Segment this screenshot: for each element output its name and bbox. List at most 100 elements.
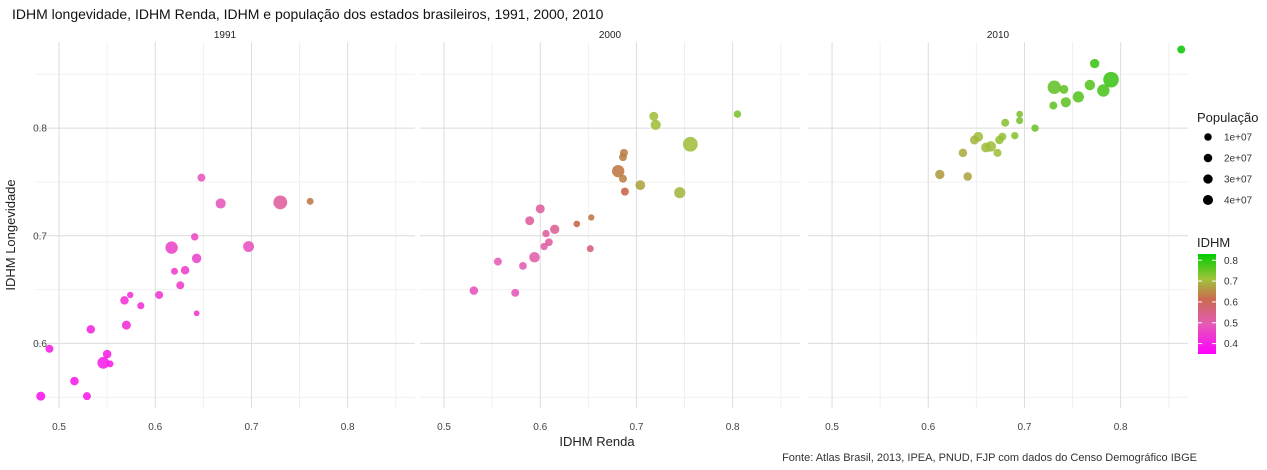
data-point xyxy=(106,360,114,368)
data-point xyxy=(649,111,659,121)
data-point xyxy=(306,197,314,205)
data-point xyxy=(542,229,550,238)
data-point xyxy=(215,198,226,209)
legend: População 1e+07 2e+07 3e+07 4e+07 IDHM 0.8 0.7 0… xyxy=(1197,110,1258,354)
data-point xyxy=(36,391,46,401)
y-axis-label: IDHM Longevidade xyxy=(3,179,18,290)
color-legend-bar xyxy=(1198,254,1216,354)
data-point xyxy=(1001,118,1010,127)
data-point xyxy=(155,290,164,299)
color-legend-title: IDHM xyxy=(1197,235,1230,250)
data-point xyxy=(1011,131,1019,140)
data-point xyxy=(963,172,972,181)
data-point xyxy=(1097,84,1110,97)
x-tick-label: 0.8 xyxy=(726,422,740,433)
data-point xyxy=(1060,97,1071,108)
data-point xyxy=(540,242,548,251)
chart-title: IDHM longevidade, IDHM Renda, IDHM e pop… xyxy=(12,6,604,22)
x-axis-label: IDHM Renda xyxy=(559,434,635,449)
data-point xyxy=(1059,84,1069,94)
panel-label: 2000 xyxy=(599,30,622,41)
y-tick-label: 0.7 xyxy=(33,231,47,242)
data-point xyxy=(674,187,686,199)
data-point xyxy=(1047,80,1061,94)
data-point xyxy=(618,174,627,183)
data-point xyxy=(993,148,1002,157)
x-tick-label: 0.8 xyxy=(341,422,355,433)
data-point xyxy=(180,265,190,275)
data-point xyxy=(193,310,200,317)
size-legend-key xyxy=(1203,174,1213,184)
color-legend-label: 0.5 xyxy=(1224,318,1238,329)
data-point xyxy=(682,136,698,152)
data-point xyxy=(545,238,553,247)
data-point xyxy=(535,204,545,214)
data-point xyxy=(121,320,131,330)
size-legend-title: População xyxy=(1197,110,1258,125)
color-legend-label: 0.7 xyxy=(1224,277,1238,288)
panel-label: 2010 xyxy=(987,30,1010,41)
points-layer xyxy=(36,45,1186,401)
size-legend-label: 4e+07 xyxy=(1224,196,1253,207)
data-point xyxy=(1031,124,1039,132)
data-point xyxy=(981,142,991,153)
size-legend-label: 1e+07 xyxy=(1224,133,1253,144)
data-point xyxy=(529,252,540,263)
data-point xyxy=(1084,79,1096,91)
color-legend-label: 0.4 xyxy=(1224,339,1238,350)
data-point xyxy=(165,241,178,254)
size-legend-key xyxy=(1203,153,1213,163)
data-point xyxy=(620,187,629,196)
data-point xyxy=(969,135,979,145)
x-tick-label: 0.5 xyxy=(825,422,839,433)
x-tick-label: 0.6 xyxy=(148,422,162,433)
data-point xyxy=(1016,110,1023,118)
data-point xyxy=(97,356,110,369)
size-legend-key xyxy=(1202,194,1214,206)
data-point xyxy=(493,257,502,266)
x-tick-label: 0.6 xyxy=(533,422,547,433)
data-point xyxy=(469,286,479,295)
color-legend-label: 0.8 xyxy=(1224,256,1238,267)
data-point xyxy=(120,296,129,305)
data-point xyxy=(190,233,199,241)
data-point xyxy=(137,302,145,310)
size-legend-key xyxy=(1204,133,1212,141)
data-point xyxy=(549,224,560,235)
data-point xyxy=(588,214,595,221)
y-tick-label: 0.6 xyxy=(33,339,47,350)
source-caption: Fonte: Atlas Brasil, 2013, IPEA, PNUD, F… xyxy=(782,452,1197,464)
data-point xyxy=(243,241,255,252)
data-point xyxy=(935,169,945,180)
data-point xyxy=(635,180,646,191)
data-point xyxy=(1072,91,1084,103)
data-point xyxy=(102,349,112,359)
grid-layer xyxy=(35,42,1188,408)
size-legend-label: 2e+07 xyxy=(1224,154,1253,165)
x-tick-label: 0.7 xyxy=(1018,422,1032,433)
data-point xyxy=(619,148,628,157)
data-point xyxy=(519,262,527,270)
data-point xyxy=(86,325,96,334)
data-point xyxy=(45,344,54,353)
color-legend-label: 0.6 xyxy=(1224,297,1238,308)
data-point xyxy=(611,164,625,178)
data-point xyxy=(573,220,581,228)
data-point xyxy=(82,392,91,401)
data-point xyxy=(127,291,134,299)
text-layer: 0.5 0.6 0.7 0.8 1991 0.5 0.6 0.7 0.8 2000 0.5 0.6 0.… xyxy=(3,30,1128,449)
data-point xyxy=(998,132,1007,141)
data-point xyxy=(1016,117,1024,125)
y-tick-label: 0.8 xyxy=(33,124,47,135)
x-tick-label: 0.7 xyxy=(630,422,644,433)
data-point xyxy=(191,253,202,264)
data-point xyxy=(170,267,178,275)
x-tick-label: 0.5 xyxy=(437,422,451,433)
x-tick-label: 0.6 xyxy=(921,422,935,433)
data-point xyxy=(650,119,661,130)
data-point xyxy=(525,216,535,226)
size-legend-label: 3e+07 xyxy=(1224,175,1253,186)
x-tick-label: 0.5 xyxy=(52,422,66,433)
data-point xyxy=(511,288,520,297)
